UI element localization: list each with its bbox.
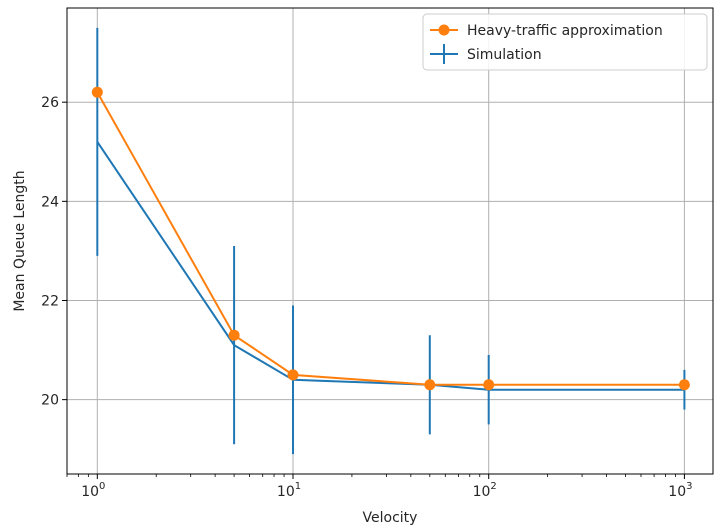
heavy-traffic-point (91, 86, 103, 98)
y-axis-label: Mean Queue Length (12, 170, 28, 311)
x-tick-label: 100 (81, 481, 105, 500)
simulation-line (96, 141, 685, 391)
plot-frame (66, 7, 714, 475)
legend-simulation-label: Simulation (467, 47, 542, 63)
axes: 100 101 102 103 20 22 24 26 (41, 95, 692, 500)
heavy-traffic-point (483, 379, 495, 391)
legend-heavy-traffic-label: Heavy-traffic approximation (467, 23, 663, 39)
y-tick-label: 20 (41, 393, 59, 409)
y-tick-label: 24 (41, 194, 59, 210)
legend-box (422, 13, 708, 71)
x-axis-label: Velocity (363, 510, 418, 526)
y-tick-label: 22 (41, 293, 59, 309)
series-layer (91, 27, 690, 455)
heavy-traffic-line (96, 91, 685, 386)
x-tick-label: 103 (668, 481, 692, 500)
heavy-traffic-point (228, 329, 240, 341)
y-tick-label: 26 (41, 95, 59, 111)
grid (67, 8, 713, 474)
legend-heavy-traffic-marker (438, 24, 450, 36)
heavy-traffic-point (678, 379, 690, 391)
heavy-traffic-point (287, 369, 299, 381)
x-tick-label: 101 (277, 481, 301, 500)
heavy-traffic-point (424, 379, 436, 391)
x-tick-label: 102 (473, 481, 497, 500)
legend: Heavy-traffic approximation Simulation (422, 13, 708, 71)
